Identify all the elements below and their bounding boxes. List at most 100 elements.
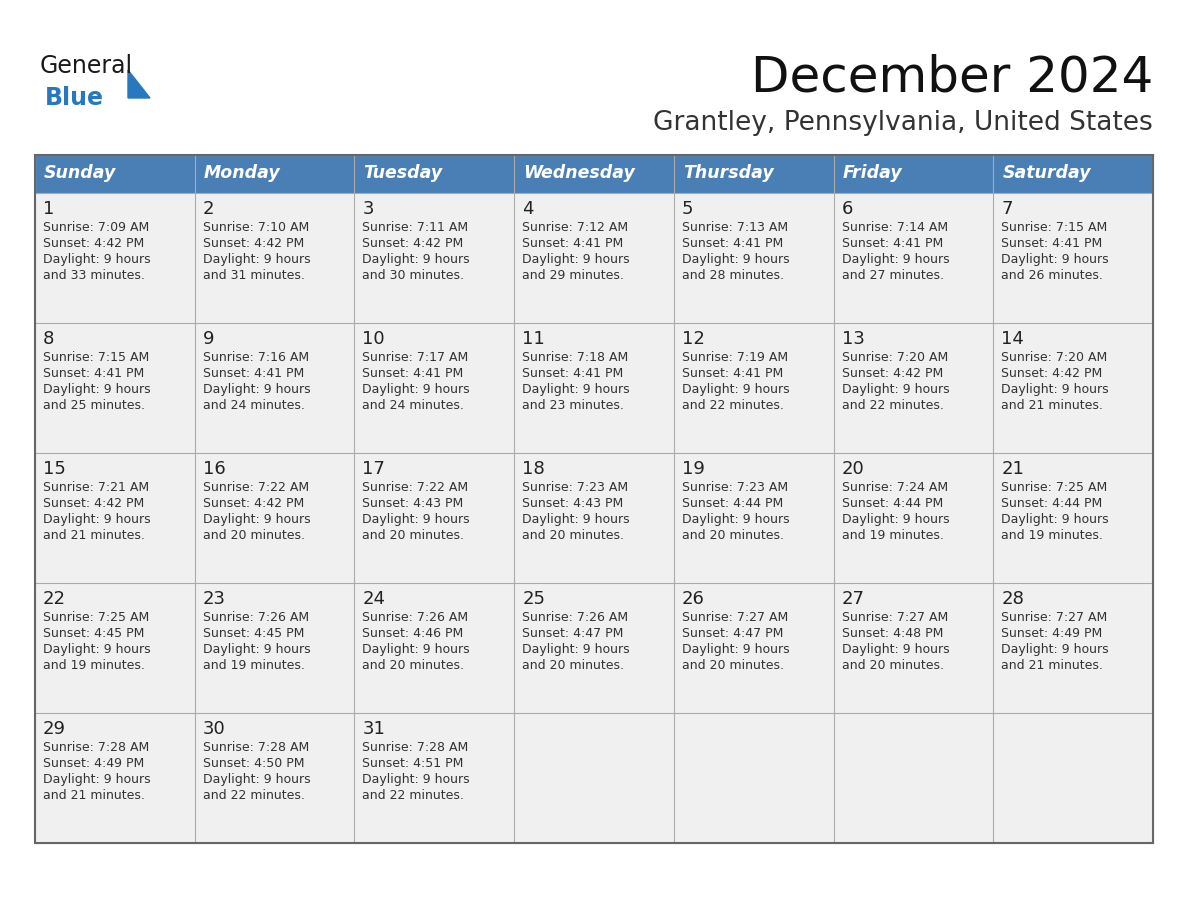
Text: Sunrise: 7:25 AM: Sunrise: 7:25 AM: [1001, 481, 1107, 494]
Text: Sunrise: 7:24 AM: Sunrise: 7:24 AM: [841, 481, 948, 494]
Text: Daylight: 9 hours: Daylight: 9 hours: [841, 643, 949, 656]
Text: Daylight: 9 hours: Daylight: 9 hours: [203, 253, 310, 266]
Bar: [834, 193, 993, 323]
Bar: [834, 713, 993, 843]
Text: Daylight: 9 hours: Daylight: 9 hours: [682, 513, 790, 526]
Text: Sunset: 4:49 PM: Sunset: 4:49 PM: [1001, 627, 1102, 640]
Text: 20: 20: [841, 460, 865, 478]
Text: Sunset: 4:44 PM: Sunset: 4:44 PM: [682, 497, 783, 510]
Text: Sunrise: 7:22 AM: Sunrise: 7:22 AM: [203, 481, 309, 494]
Text: Sunrise: 7:13 AM: Sunrise: 7:13 AM: [682, 221, 788, 234]
Text: Daylight: 9 hours: Daylight: 9 hours: [682, 383, 790, 396]
Text: Daylight: 9 hours: Daylight: 9 hours: [43, 383, 151, 396]
Text: Sunset: 4:43 PM: Sunset: 4:43 PM: [362, 497, 463, 510]
Bar: [34, 583, 195, 713]
Bar: [195, 155, 354, 193]
Text: 2: 2: [203, 200, 214, 218]
Bar: [195, 193, 354, 323]
Text: 1: 1: [43, 200, 55, 218]
Text: Daylight: 9 hours: Daylight: 9 hours: [203, 773, 310, 786]
Text: Sunset: 4:41 PM: Sunset: 4:41 PM: [523, 367, 624, 380]
Text: General: General: [40, 54, 133, 78]
Text: Sunset: 4:48 PM: Sunset: 4:48 PM: [841, 627, 943, 640]
Text: Sunrise: 7:28 AM: Sunrise: 7:28 AM: [203, 741, 309, 754]
Text: and 22 minutes.: and 22 minutes.: [841, 399, 943, 412]
Text: Sunrise: 7:20 AM: Sunrise: 7:20 AM: [841, 351, 948, 364]
Text: Daylight: 9 hours: Daylight: 9 hours: [841, 253, 949, 266]
Bar: [354, 453, 514, 583]
Text: 31: 31: [362, 720, 385, 738]
Text: 5: 5: [682, 200, 694, 218]
Text: Sunrise: 7:15 AM: Sunrise: 7:15 AM: [1001, 221, 1107, 234]
Text: Sunset: 4:42 PM: Sunset: 4:42 PM: [362, 237, 463, 250]
Text: 9: 9: [203, 330, 214, 348]
Text: Sunset: 4:41 PM: Sunset: 4:41 PM: [1001, 237, 1102, 250]
Text: Sunday: Sunday: [44, 164, 116, 182]
Text: Sunrise: 7:19 AM: Sunrise: 7:19 AM: [682, 351, 788, 364]
Bar: [834, 323, 993, 453]
Text: Sunset: 4:42 PM: Sunset: 4:42 PM: [203, 497, 304, 510]
Text: and 19 minutes.: and 19 minutes.: [1001, 529, 1104, 542]
Text: and 33 minutes.: and 33 minutes.: [43, 269, 145, 282]
Text: Sunset: 4:42 PM: Sunset: 4:42 PM: [841, 367, 943, 380]
Text: Tuesday: Tuesday: [364, 164, 443, 182]
Text: Daylight: 9 hours: Daylight: 9 hours: [1001, 383, 1108, 396]
Text: Daylight: 9 hours: Daylight: 9 hours: [841, 383, 949, 396]
Bar: [514, 453, 674, 583]
Text: 21: 21: [1001, 460, 1024, 478]
Bar: [514, 583, 674, 713]
Text: and 19 minutes.: and 19 minutes.: [203, 659, 304, 672]
Text: Sunrise: 7:27 AM: Sunrise: 7:27 AM: [841, 611, 948, 624]
Text: Daylight: 9 hours: Daylight: 9 hours: [43, 253, 151, 266]
Text: Sunset: 4:42 PM: Sunset: 4:42 PM: [1001, 367, 1102, 380]
Text: Sunset: 4:45 PM: Sunset: 4:45 PM: [203, 627, 304, 640]
Text: Daylight: 9 hours: Daylight: 9 hours: [43, 643, 151, 656]
Bar: [195, 583, 354, 713]
Bar: [34, 713, 195, 843]
Bar: [993, 155, 1154, 193]
Text: and 22 minutes.: and 22 minutes.: [203, 789, 304, 802]
Text: 14: 14: [1001, 330, 1024, 348]
Text: Sunset: 4:51 PM: Sunset: 4:51 PM: [362, 757, 463, 770]
Text: Sunrise: 7:21 AM: Sunrise: 7:21 AM: [43, 481, 150, 494]
Text: and 20 minutes.: and 20 minutes.: [362, 529, 465, 542]
Text: Sunrise: 7:25 AM: Sunrise: 7:25 AM: [43, 611, 150, 624]
Text: Sunset: 4:45 PM: Sunset: 4:45 PM: [43, 627, 145, 640]
Text: Blue: Blue: [45, 86, 105, 110]
Text: 7: 7: [1001, 200, 1013, 218]
Text: Wednesday: Wednesday: [523, 164, 636, 182]
Text: 29: 29: [43, 720, 67, 738]
Text: Sunrise: 7:17 AM: Sunrise: 7:17 AM: [362, 351, 469, 364]
Text: Sunrise: 7:26 AM: Sunrise: 7:26 AM: [523, 611, 628, 624]
Text: and 20 minutes.: and 20 minutes.: [523, 659, 624, 672]
Text: 23: 23: [203, 590, 226, 608]
Text: 17: 17: [362, 460, 385, 478]
Text: Sunset: 4:42 PM: Sunset: 4:42 PM: [43, 237, 144, 250]
Text: Grantley, Pennsylvania, United States: Grantley, Pennsylvania, United States: [653, 110, 1154, 136]
Bar: [354, 323, 514, 453]
Bar: [195, 713, 354, 843]
Text: Daylight: 9 hours: Daylight: 9 hours: [523, 643, 630, 656]
Bar: [514, 155, 674, 193]
Bar: [34, 193, 195, 323]
Text: Sunrise: 7:18 AM: Sunrise: 7:18 AM: [523, 351, 628, 364]
Text: and 21 minutes.: and 21 minutes.: [1001, 399, 1104, 412]
Text: and 21 minutes.: and 21 minutes.: [43, 529, 145, 542]
Bar: [834, 453, 993, 583]
Bar: [34, 453, 195, 583]
Text: Daylight: 9 hours: Daylight: 9 hours: [362, 253, 470, 266]
Text: and 30 minutes.: and 30 minutes.: [362, 269, 465, 282]
Text: 26: 26: [682, 590, 704, 608]
Text: and 24 minutes.: and 24 minutes.: [203, 399, 304, 412]
Text: and 24 minutes.: and 24 minutes.: [362, 399, 465, 412]
Text: Sunset: 4:41 PM: Sunset: 4:41 PM: [682, 237, 783, 250]
Bar: [354, 583, 514, 713]
Text: and 20 minutes.: and 20 minutes.: [523, 529, 624, 542]
Text: 25: 25: [523, 590, 545, 608]
Text: and 20 minutes.: and 20 minutes.: [362, 659, 465, 672]
Text: 16: 16: [203, 460, 226, 478]
Text: Sunrise: 7:27 AM: Sunrise: 7:27 AM: [682, 611, 788, 624]
Text: and 25 minutes.: and 25 minutes.: [43, 399, 145, 412]
Polygon shape: [128, 70, 150, 98]
Text: 19: 19: [682, 460, 704, 478]
